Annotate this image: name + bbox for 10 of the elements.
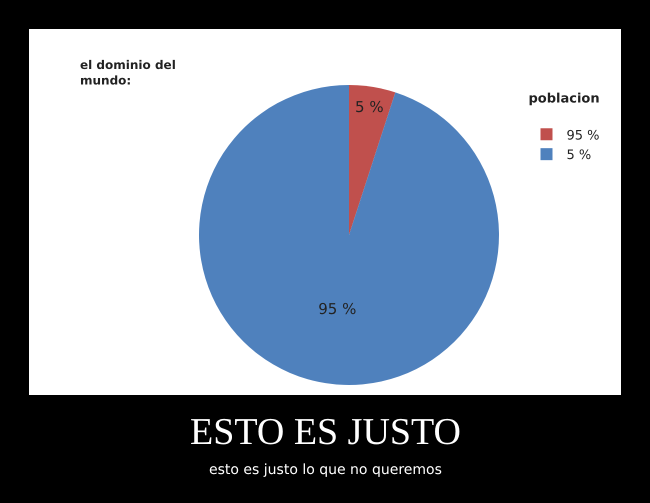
legend-label: 5 % — [566, 148, 592, 164]
pie-slice — [349, 85, 396, 235]
text: esto es justo lo que no queremos — [209, 462, 442, 478]
legend-title: poblacion — [528, 91, 600, 106]
pie-slice — [199, 85, 499, 385]
legend-label: 95 % — [566, 128, 600, 144]
text: ESTO ES JUSTO — [190, 411, 461, 453]
data-label: 5 % — [355, 98, 384, 116]
chart-title: el dominio del mundo: — [80, 58, 176, 88]
data-label: 95 % — [318, 300, 356, 318]
